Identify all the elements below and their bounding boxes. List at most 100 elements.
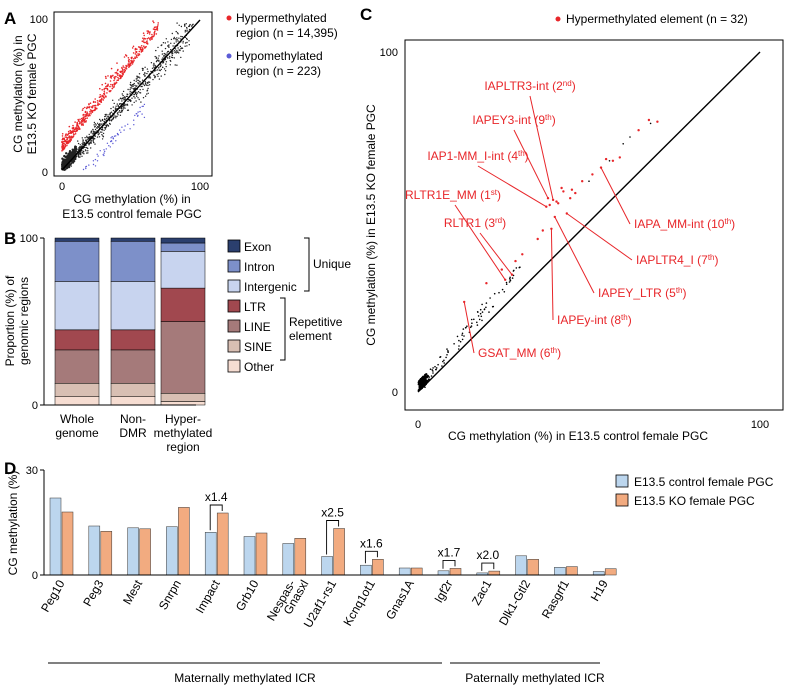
- panel-a-point-other: [155, 56, 158, 58]
- panel-b-segment-sine: [54, 383, 100, 397]
- panel-a-point-hyper: [149, 31, 151, 33]
- panel-c-point-background: [425, 376, 427, 378]
- panel-a-point-hyper: [146, 30, 148, 32]
- panel-d-category-label: Dlk1-Gtl2: [496, 577, 533, 628]
- panel-a-point-other: [162, 66, 164, 69]
- panel-a-point-hyper: [113, 85, 116, 87]
- panel-a-point-other: [112, 99, 114, 102]
- panel-a-point-other: [165, 65, 167, 68]
- panel-a-point-hyper: [106, 84, 108, 87]
- panel-c-point-background: [470, 325, 473, 327]
- panel-c-point-background: [501, 288, 504, 291]
- panel-a-point-hyper: [128, 61, 130, 63]
- panel-d-category-label: Zac1: [469, 577, 495, 607]
- panel-a-point-other: [127, 109, 130, 111]
- panel-b-xlabel-nondmr-2: DMR: [119, 426, 147, 440]
- panel-a-point-hypo: [119, 129, 121, 131]
- panel-a-point-hyper: [100, 98, 103, 101]
- panel-a-point-hyper: [154, 30, 156, 33]
- panel-c-point-hyper: [581, 180, 584, 183]
- panel-a-point-hyper: [68, 137, 71, 139]
- panel-a-point-hyper: [90, 112, 92, 115]
- panel-a-point-other: [93, 132, 95, 134]
- panel-b-legend-label-sine: SINE: [244, 340, 272, 354]
- panel-a-point-hyper: [141, 48, 144, 51]
- panel-a-point-other: [168, 46, 170, 49]
- panel-a-point-other: [165, 63, 167, 65]
- panel-a-point-other: [103, 120, 105, 123]
- panel-a-point-other: [170, 38, 173, 41]
- panel-c-ytick-0: 0: [392, 387, 398, 399]
- panel-b-xlabel-whole-2: genome: [55, 426, 99, 440]
- panel-a-point-hyper: [66, 144, 68, 147]
- panel-a-point-hyper: [142, 37, 144, 39]
- panel-a-ytick-0: 0: [42, 167, 48, 179]
- panel-a-point-hypo: [112, 137, 115, 139]
- panel-a-point-other: [79, 151, 82, 153]
- panel-a-point-hyper: [109, 80, 112, 82]
- panel-a-point-hyper: [124, 54, 127, 56]
- panel-a-point-hyper: [95, 107, 98, 110]
- panel-c-annotation-rltr1e_mm: RLTR1E_MM (1st): [405, 188, 501, 202]
- panel-a-point-hyper: [147, 30, 150, 33]
- panel-c-point-background: [418, 383, 421, 386]
- panel-a-point-hyper: [134, 57, 137, 59]
- panel-a-point-other: [115, 115, 117, 117]
- panel-a-point-hyper: [99, 95, 102, 98]
- panel-a-point-hyper: [96, 100, 99, 102]
- panel-a-point-hypo: [141, 113, 143, 115]
- panel-a-point-other: [171, 53, 173, 55]
- panel-a-point-other: [153, 62, 155, 65]
- panel-c-ylabel: CG methylation (%) in E13.5 KO female PG…: [364, 104, 378, 346]
- panel-b-segment-line: [54, 349, 100, 384]
- panel-a-point-hypo: [142, 105, 144, 108]
- panel-a-point-other: [135, 78, 137, 80]
- panel-a-point-other: [93, 124, 95, 126]
- panel-a-diagonal: [61, 19, 201, 171]
- panel-a-point-other: [184, 31, 186, 33]
- panel-c-annotation-iapltr3-int: IAPLTR3-int (2nd): [484, 79, 575, 93]
- panel-a-point-other: [165, 38, 167, 40]
- panel-c-point-background: [498, 291, 500, 294]
- panel-a-point-other: [122, 94, 124, 97]
- panel-a-point-hyper: [131, 63, 134, 65]
- panel-a-point-other: [105, 125, 108, 127]
- panel-a-point-hyper: [137, 54, 140, 57]
- panel-a-point-hypo: [92, 163, 95, 166]
- panel-a-point-hyper: [102, 99, 105, 101]
- panel-a-point-hypo: [106, 142, 109, 144]
- panel-d-category-label: Snrpn: [156, 578, 184, 613]
- panel-a-point-hyper: [103, 92, 106, 94]
- panel-a-point-hyper: [153, 35, 155, 37]
- panel-a-point-hyper: [91, 105, 94, 107]
- panel-a-point-hyper: [121, 66, 123, 69]
- panel-c-point-background: [505, 281, 508, 284]
- panel-a-point-hyper: [72, 124, 74, 127]
- panel-a-point-other: [171, 54, 173, 57]
- panel-c-point-background: [435, 368, 437, 371]
- panel-a-point-hypo: [134, 114, 136, 117]
- panel-a-point-hyper: [146, 37, 149, 40]
- panel-a-point-other: [164, 54, 166, 56]
- panel-a-point-other: [143, 72, 146, 74]
- panel-a-point-hyper: [70, 130, 73, 133]
- panel-a-point-other: [186, 41, 188, 44]
- panel-a-point-other: [152, 64, 155, 66]
- panel-label-c: C: [360, 5, 372, 24]
- panel-a-point-other: [129, 87, 132, 89]
- panel-a-point-other: [178, 24, 180, 26]
- panel-b-legend-swatch-ltr: [227, 299, 241, 313]
- panel-d-category-label: Peg10: [38, 577, 68, 614]
- panel-a-legend-hypo-line2: region (n = 223): [236, 64, 321, 78]
- panel-a-point-other: [96, 136, 99, 138]
- panel-a-point-other: [98, 136, 101, 138]
- panel-a-point-other: [133, 93, 136, 96]
- panel-c-point-background: [478, 318, 481, 321]
- panel-a-point-other: [146, 68, 149, 70]
- panel-c-point-background: [476, 311, 479, 313]
- panel-a-scatter-points: [60, 20, 194, 171]
- panel-a-point-other: [79, 156, 81, 158]
- panel-a-point-other: [81, 151, 83, 154]
- panel-a-point-other: [152, 78, 154, 81]
